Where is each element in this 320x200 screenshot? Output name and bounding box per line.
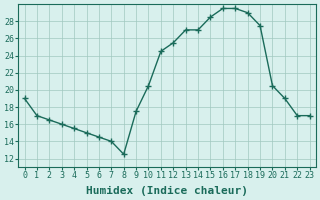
- X-axis label: Humidex (Indice chaleur): Humidex (Indice chaleur): [86, 186, 248, 196]
